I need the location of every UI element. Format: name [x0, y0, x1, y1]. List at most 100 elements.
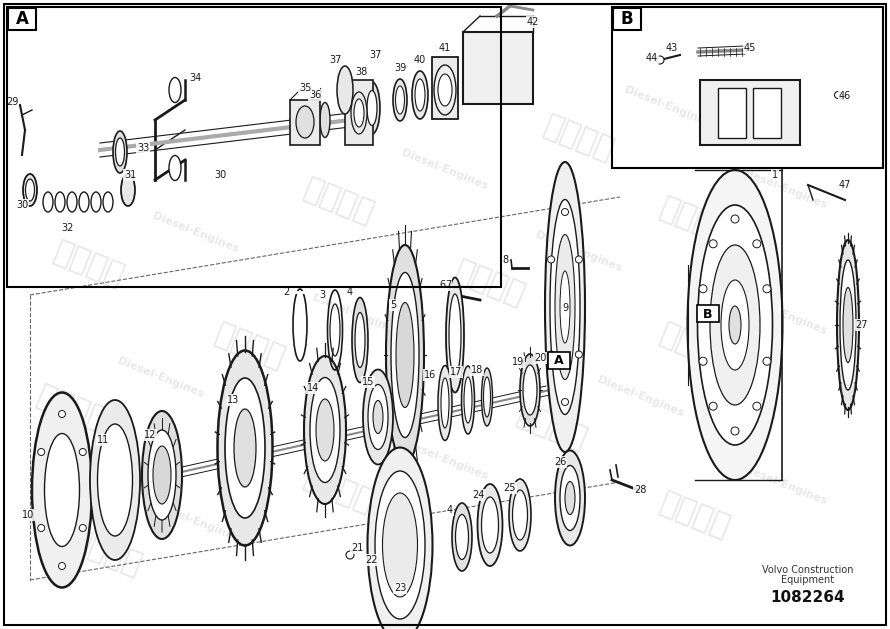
Text: 22: 22	[366, 555, 378, 565]
Circle shape	[59, 562, 66, 569]
Circle shape	[731, 427, 739, 435]
Text: 1082264: 1082264	[771, 589, 846, 604]
Text: 47: 47	[838, 180, 851, 190]
Circle shape	[835, 91, 842, 99]
Text: 紫发动力: 紫发动力	[210, 319, 288, 373]
Ellipse shape	[364, 82, 380, 134]
Text: Volvo Construction: Volvo Construction	[762, 565, 854, 575]
Text: Diesel-Engines: Diesel-Engines	[116, 355, 205, 399]
Ellipse shape	[44, 433, 79, 547]
Text: Diesel-Engines: Diesel-Engines	[623, 85, 712, 129]
Ellipse shape	[481, 497, 498, 553]
Bar	[612, 7, 883, 168]
Ellipse shape	[148, 430, 176, 520]
Ellipse shape	[368, 447, 433, 629]
Text: Equipment: Equipment	[781, 575, 835, 585]
Text: 4: 4	[447, 505, 453, 515]
Ellipse shape	[391, 272, 419, 438]
Text: 30: 30	[214, 170, 226, 180]
Text: 18: 18	[471, 365, 483, 375]
Text: 25: 25	[504, 483, 516, 493]
Text: 38: 38	[355, 67, 368, 77]
Text: Diesel-Engines: Diesel-Engines	[312, 292, 400, 337]
Circle shape	[763, 357, 771, 365]
Ellipse shape	[217, 350, 272, 545]
Circle shape	[699, 357, 707, 365]
Circle shape	[547, 351, 554, 358]
Text: 5: 5	[390, 300, 396, 310]
Ellipse shape	[98, 424, 133, 536]
Ellipse shape	[386, 245, 424, 465]
Ellipse shape	[23, 174, 37, 206]
Circle shape	[346, 551, 354, 559]
Text: 39: 39	[394, 63, 406, 73]
Circle shape	[59, 411, 66, 418]
Ellipse shape	[441, 378, 449, 428]
Text: 6: 6	[439, 280, 445, 290]
Ellipse shape	[234, 409, 256, 487]
Ellipse shape	[383, 493, 417, 597]
Ellipse shape	[721, 280, 749, 370]
Ellipse shape	[396, 303, 414, 408]
Circle shape	[79, 448, 86, 455]
Circle shape	[562, 399, 569, 406]
Text: 紫发动力: 紫发动力	[655, 319, 733, 373]
Text: 31: 31	[124, 170, 136, 180]
Circle shape	[575, 351, 582, 358]
Circle shape	[709, 240, 717, 248]
Ellipse shape	[843, 287, 853, 362]
Ellipse shape	[169, 155, 181, 181]
Ellipse shape	[456, 515, 468, 560]
Text: 11: 11	[97, 435, 109, 445]
Text: Diesel-Engines: Diesel-Engines	[739, 167, 828, 211]
Ellipse shape	[520, 354, 540, 426]
Circle shape	[656, 56, 664, 64]
Text: Diesel-Engines: Diesel-Engines	[534, 230, 623, 274]
Circle shape	[575, 256, 582, 263]
Ellipse shape	[373, 401, 383, 433]
Text: 35: 35	[299, 83, 312, 93]
Ellipse shape	[142, 411, 182, 539]
Ellipse shape	[452, 503, 472, 571]
Text: 14: 14	[307, 383, 320, 393]
Bar	[613, 8, 641, 30]
Text: 紫发动力: 紫发动力	[32, 382, 110, 436]
Text: 17: 17	[449, 367, 462, 377]
Text: 41: 41	[439, 43, 451, 53]
Circle shape	[37, 525, 44, 532]
Text: 36: 36	[309, 90, 321, 100]
Ellipse shape	[550, 199, 580, 415]
Text: 44: 44	[646, 53, 658, 63]
Ellipse shape	[513, 490, 528, 540]
Text: 紫发动力: 紫发动力	[450, 256, 529, 310]
Ellipse shape	[523, 365, 537, 415]
Text: 37: 37	[368, 50, 381, 60]
Ellipse shape	[464, 377, 472, 423]
Ellipse shape	[449, 294, 461, 376]
Ellipse shape	[26, 179, 35, 201]
Bar	[463, 32, 533, 104]
Text: 紫发动力: 紫发动力	[299, 174, 377, 228]
Text: 紫发动力: 紫发动力	[299, 464, 377, 518]
Text: Diesel-Engines: Diesel-Engines	[739, 292, 828, 337]
Circle shape	[731, 215, 739, 223]
Bar	[697, 305, 719, 322]
Ellipse shape	[310, 377, 340, 482]
Ellipse shape	[698, 205, 773, 445]
Ellipse shape	[481, 368, 492, 426]
Text: 13: 13	[227, 395, 239, 405]
Bar	[700, 80, 800, 145]
Bar	[7, 7, 501, 287]
Ellipse shape	[320, 103, 330, 138]
Text: 紫发动力: 紫发动力	[50, 237, 128, 291]
Text: 1: 1	[772, 170, 778, 180]
Text: 3: 3	[319, 290, 325, 300]
Text: A: A	[554, 355, 563, 367]
Ellipse shape	[90, 400, 140, 560]
Circle shape	[763, 285, 771, 292]
Ellipse shape	[116, 138, 125, 166]
Ellipse shape	[545, 162, 585, 452]
Ellipse shape	[316, 399, 334, 461]
Ellipse shape	[509, 479, 531, 551]
Text: 37: 37	[328, 55, 341, 65]
